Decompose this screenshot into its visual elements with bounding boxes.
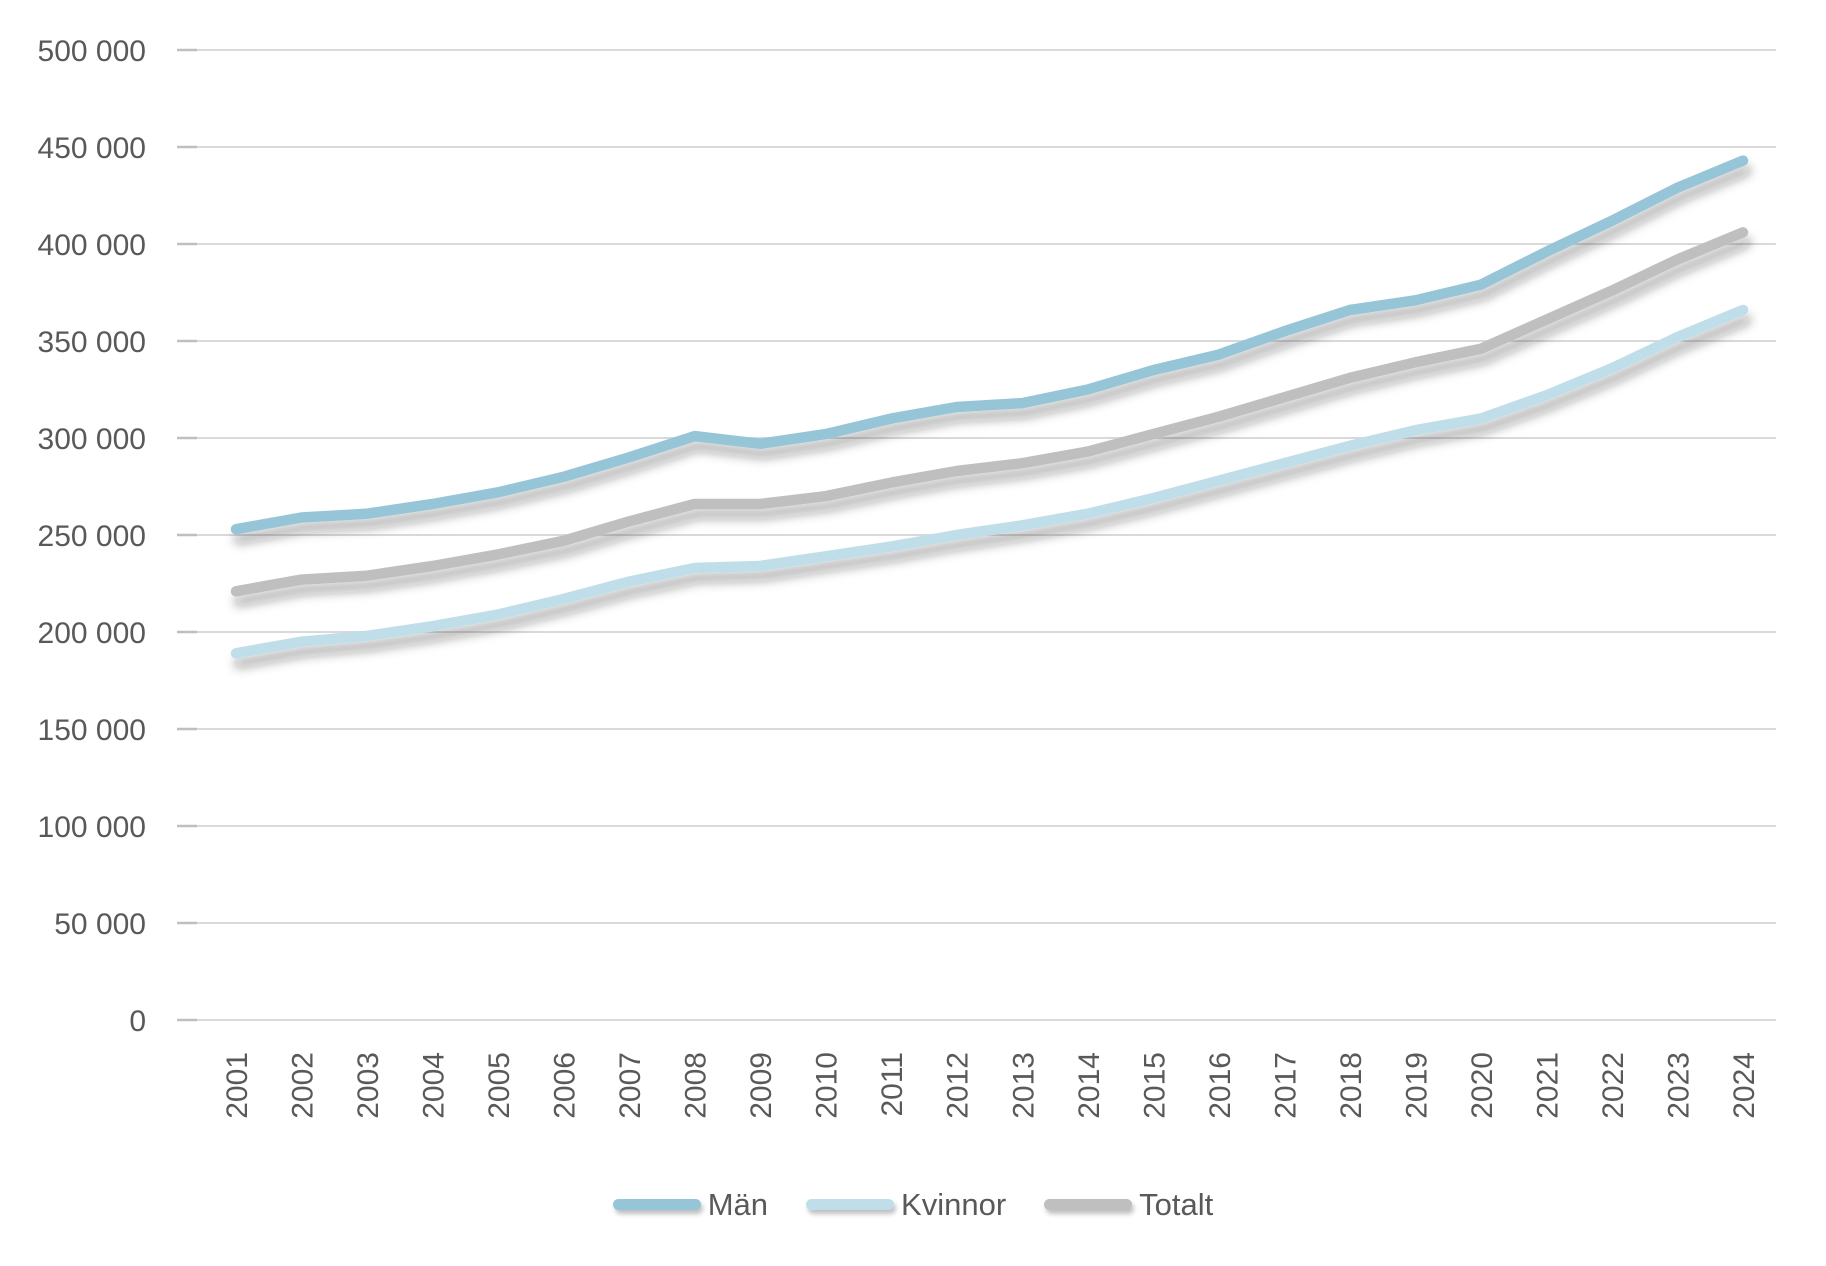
x-tick-label: 2016: [1204, 1052, 1237, 1119]
x-tick-label: 2018: [1335, 1052, 1368, 1119]
x-tick-label: 2023: [1662, 1052, 1695, 1119]
series-lines: [230, 155, 1749, 659]
series-line-kvinnor: [230, 304, 1749, 659]
x-tick-label: 2004: [418, 1052, 451, 1119]
x-tick-label: 2006: [549, 1052, 582, 1119]
legend-label-totalt: Totalt: [1139, 1186, 1214, 1222]
y-tick-label: 350 000: [38, 326, 146, 359]
x-tick-label: 2008: [680, 1052, 713, 1119]
y-axis-labels: 0 50 000 100 000 150 000 200 000 250 000 300 0…: [38, 35, 146, 1038]
x-tick-label: 2019: [1400, 1052, 1433, 1119]
y-tick-label: 0: [129, 1005, 146, 1038]
x-tick-label: 2005: [483, 1052, 516, 1119]
y-tick-label: 150 000: [38, 714, 146, 747]
legend-label-kvinnor: Kvinnor: [901, 1186, 1007, 1222]
series-line-män: [230, 155, 1749, 535]
x-tick-label: 2022: [1597, 1052, 1630, 1119]
x-tick-label: 2012: [942, 1052, 975, 1119]
x-tick-label: 2011: [876, 1052, 909, 1117]
x-tick-label: 2010: [811, 1052, 844, 1119]
x-tick-label: 2007: [614, 1052, 647, 1119]
y-tick-label: 450 000: [38, 132, 146, 165]
legend-item-kvinnor: Kvinnor: [806, 1189, 1006, 1220]
legend-item-totalt: Totalt: [1044, 1189, 1213, 1220]
x-tick-label: 2015: [1138, 1052, 1171, 1119]
x-tick-label: 2014: [1073, 1052, 1106, 1119]
x-tick-label: 2003: [352, 1052, 385, 1119]
y-tick-label: 400 000: [38, 229, 146, 262]
x-tick-label: 2020: [1466, 1052, 1499, 1119]
x-axis-labels: 2001 2002 2003 2004 2005 2006 2007 2008 2009 2010…: [221, 1052, 1761, 1119]
x-tick-label: 2001: [221, 1052, 254, 1119]
legend-marker-totalt: [1044, 1198, 1133, 1210]
y-tick-label: 500 000: [38, 35, 146, 68]
legend-marker-kvinnor: [806, 1198, 895, 1210]
y-tick-label: 50 000: [54, 908, 146, 941]
y-tick-label: 250 000: [38, 520, 146, 553]
y-tick-label: 100 000: [38, 811, 146, 844]
legend-marker-man: [612, 1198, 701, 1210]
legend: Män Kvinnor Totalt: [0, 1182, 1826, 1226]
x-tick-label: 2021: [1531, 1052, 1564, 1119]
y-axis-ticks: [177, 48, 197, 1022]
series-line-totalt: [230, 227, 1749, 597]
x-tick-label: 2013: [1007, 1052, 1040, 1119]
x-tick-label: 2002: [287, 1052, 320, 1119]
x-tick-label: 2009: [745, 1052, 778, 1119]
x-tick-label: 2024: [1728, 1052, 1761, 1119]
y-tick-label: 200 000: [38, 617, 146, 650]
legend-item-man: Män: [612, 1186, 769, 1222]
legend-label-man: Män: [707, 1186, 769, 1222]
y-tick-label: 300 000: [38, 423, 146, 456]
x-tick-label: 2017: [1269, 1052, 1302, 1119]
